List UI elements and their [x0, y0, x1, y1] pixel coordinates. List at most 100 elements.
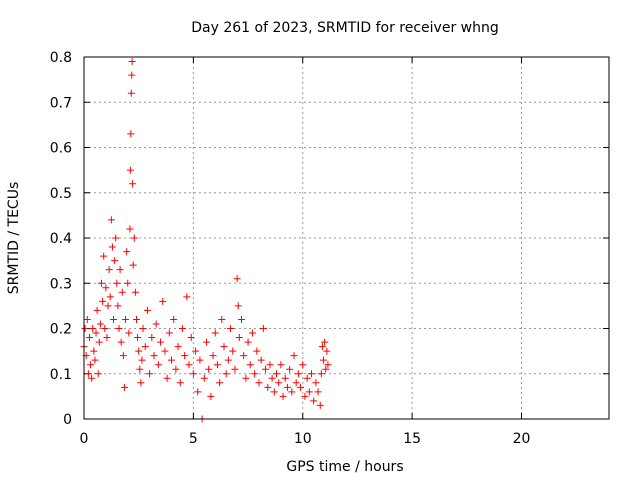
data-point — [286, 365, 294, 373]
data-point — [122, 315, 130, 323]
data-point — [244, 338, 252, 346]
data-point — [85, 334, 93, 342]
data-point — [200, 374, 208, 382]
data-point — [116, 266, 124, 274]
data-point — [120, 383, 128, 391]
data-point — [324, 361, 332, 369]
data-point — [174, 343, 182, 351]
x-tick-label: 0 — [80, 431, 89, 447]
x-tick-label: 20 — [513, 431, 531, 447]
data-point — [125, 329, 133, 337]
data-point — [224, 356, 232, 364]
data-point — [264, 383, 272, 391]
data-point — [91, 356, 99, 364]
data-point — [187, 334, 195, 342]
y-tick-label: 0.2 — [50, 322, 72, 338]
data-point — [128, 58, 136, 66]
data-point — [270, 388, 278, 396]
data-point — [104, 302, 112, 310]
data-point — [126, 225, 134, 233]
data-point — [161, 347, 169, 355]
data-point — [131, 288, 139, 296]
data-point — [98, 279, 105, 287]
y-tick-label: 0 — [63, 412, 72, 428]
data-point — [113, 279, 121, 287]
data-point — [196, 356, 204, 364]
data-point — [163, 374, 171, 382]
data-point — [100, 252, 108, 260]
data-point — [81, 325, 89, 332]
grid-lines — [84, 57, 609, 419]
data-point — [292, 379, 300, 387]
data-point — [299, 361, 307, 369]
data-point — [281, 374, 289, 382]
x-tick-label: 10 — [294, 431, 312, 447]
data-point — [105, 266, 113, 274]
data-point — [90, 347, 98, 355]
data-point — [159, 297, 167, 305]
data-point — [119, 352, 127, 360]
data-point — [107, 216, 115, 224]
data-point — [134, 334, 142, 342]
data-point — [102, 284, 110, 292]
plot-frame — [83, 56, 610, 420]
data-point — [176, 379, 184, 387]
data-point — [235, 334, 243, 342]
data-point — [268, 374, 276, 382]
data-point — [183, 293, 191, 301]
y-axis-label: SRMTID / TECUs — [6, 182, 22, 295]
data-point — [229, 347, 237, 355]
data-point — [297, 383, 305, 391]
data-point — [257, 356, 265, 364]
data-point — [194, 388, 202, 396]
data-point — [172, 365, 180, 373]
data-point — [101, 325, 109, 332]
data-point — [133, 315, 140, 323]
data-point — [181, 352, 189, 360]
data-point — [310, 397, 318, 405]
data-point — [185, 361, 193, 369]
data-point — [114, 302, 122, 310]
data-point — [322, 365, 330, 373]
data-point — [308, 370, 315, 378]
data-point — [94, 370, 102, 378]
y-tick-label: 0.6 — [50, 141, 72, 157]
data-point — [251, 370, 259, 378]
data-point — [279, 392, 287, 400]
data-point — [115, 325, 123, 332]
data-point — [127, 130, 135, 138]
data-point — [246, 361, 254, 369]
data-point — [165, 329, 173, 337]
data-point — [110, 315, 118, 323]
data-point — [259, 325, 267, 332]
data-point — [207, 392, 215, 400]
y-tick-label: 0.8 — [50, 50, 72, 66]
data-point — [84, 370, 92, 378]
data-point — [240, 352, 248, 360]
data-point — [205, 365, 213, 373]
data-point — [203, 338, 210, 346]
data-point — [170, 315, 178, 323]
data-point — [118, 288, 126, 296]
data-point — [168, 356, 175, 364]
data-point — [95, 338, 103, 346]
data-point — [108, 243, 116, 251]
data-point — [318, 343, 326, 351]
y-tick-label: 0.7 — [50, 95, 72, 111]
x-tick-label: 15 — [403, 431, 421, 447]
data-point — [106, 293, 114, 301]
tick-labels: 0 5 10 15 20 0 0.1 0.2 0.3 0.4 0.5 0.6 0.7 0.8 — [50, 50, 531, 447]
data-point — [152, 320, 160, 328]
data-point — [103, 334, 111, 342]
data-point — [127, 89, 135, 97]
data-point — [262, 365, 270, 373]
data-point — [283, 383, 291, 391]
data-point — [123, 248, 131, 256]
data-point — [275, 379, 283, 387]
data-point — [255, 379, 263, 387]
x-axis-label: GPS time / hours — [286, 459, 403, 475]
data-point — [136, 365, 144, 373]
y-tick-label: 0.1 — [50, 367, 72, 383]
data-point — [88, 374, 96, 382]
